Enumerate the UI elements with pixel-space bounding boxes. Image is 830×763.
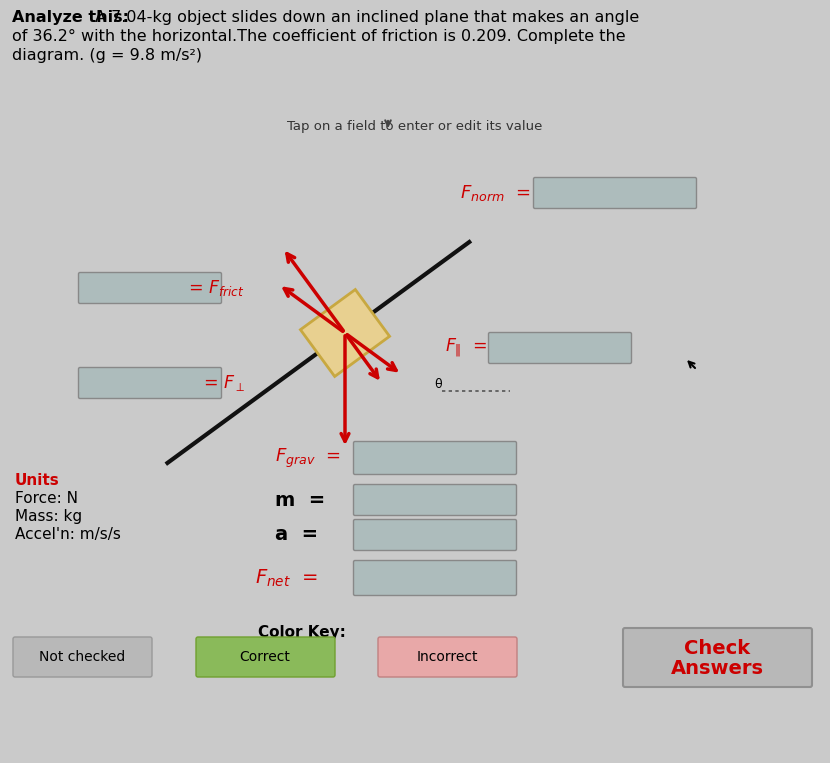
FancyBboxPatch shape: [354, 485, 516, 516]
Text: = $F_{\perp}$: = $F_{\perp}$: [203, 373, 245, 393]
FancyBboxPatch shape: [354, 520, 516, 550]
Text: Force: N: Force: N: [15, 491, 78, 506]
Text: = $F_{frict}$: = $F_{frict}$: [188, 278, 245, 298]
Text: Analyze this:: Analyze this:: [12, 10, 129, 25]
Text: θ: θ: [434, 378, 442, 391]
Text: Accel'n: m/s/s: Accel'n: m/s/s: [15, 527, 121, 542]
Text: Check: Check: [684, 639, 750, 658]
Text: Mass: kg: Mass: kg: [15, 509, 82, 524]
Text: Color Key:: Color Key:: [258, 625, 346, 640]
Text: diagram. (g = 9.8 m/s²): diagram. (g = 9.8 m/s²): [12, 48, 202, 63]
Text: Answers: Answers: [671, 659, 764, 678]
FancyBboxPatch shape: [354, 442, 516, 475]
Text: Correct: Correct: [240, 650, 290, 664]
Text: of 36.2° with the horizontal.The coefficient of friction is 0.209. Complete the: of 36.2° with the horizontal.The coeffic…: [12, 29, 626, 44]
Text: $F_{‖}$  =: $F_{‖}$ =: [445, 337, 487, 359]
FancyBboxPatch shape: [623, 628, 812, 687]
FancyBboxPatch shape: [13, 637, 152, 677]
Text: Incorrect: Incorrect: [417, 650, 478, 664]
FancyBboxPatch shape: [534, 178, 696, 208]
FancyBboxPatch shape: [489, 333, 632, 363]
Text: A 7.04-kg object slides down an inclined plane that makes an angle: A 7.04-kg object slides down an inclined…: [95, 10, 639, 25]
Text: m  =: m =: [275, 491, 325, 510]
Polygon shape: [300, 289, 389, 376]
Text: a  =: a =: [275, 526, 318, 545]
FancyBboxPatch shape: [79, 272, 222, 304]
Text: Units: Units: [15, 473, 60, 488]
FancyBboxPatch shape: [354, 561, 516, 595]
FancyBboxPatch shape: [79, 368, 222, 398]
FancyBboxPatch shape: [196, 637, 335, 677]
Text: Tap on a field to enter or edit its value: Tap on a field to enter or edit its valu…: [287, 120, 543, 133]
FancyBboxPatch shape: [378, 637, 517, 677]
Text: $F_{grav}$  =: $F_{grav}$ =: [275, 446, 341, 469]
Text: $F_{net}$  =: $F_{net}$ =: [255, 568, 318, 588]
Text: Not checked: Not checked: [39, 650, 125, 664]
Text: $F_{norm}$  =: $F_{norm}$ =: [460, 183, 530, 203]
